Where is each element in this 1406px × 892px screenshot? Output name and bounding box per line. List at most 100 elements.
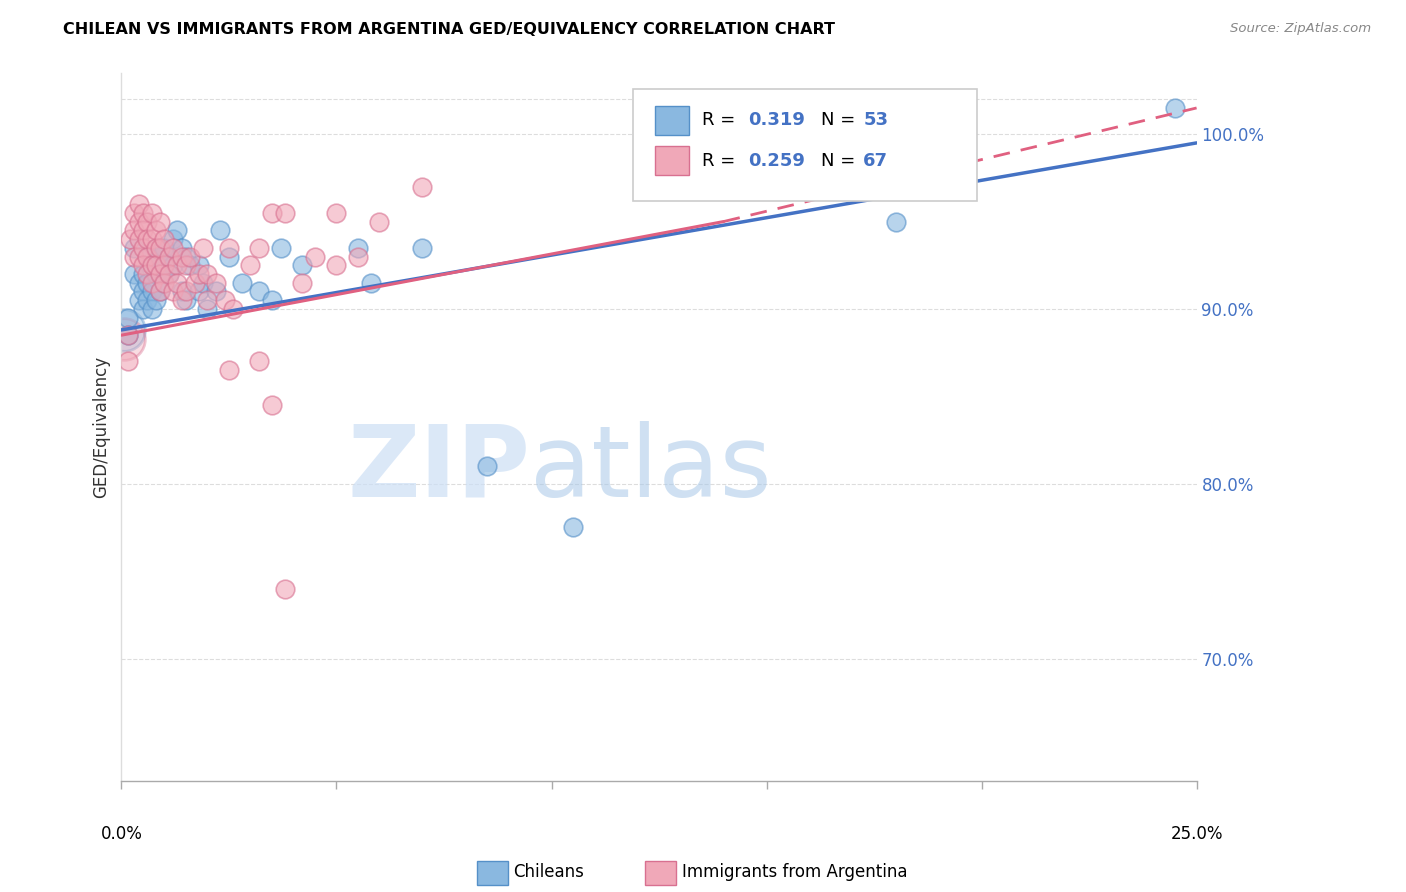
Point xyxy=(112,332,135,346)
Point xyxy=(145,293,167,308)
Point xyxy=(136,267,159,281)
Point xyxy=(214,293,236,308)
Point xyxy=(274,206,297,220)
Point xyxy=(132,258,155,272)
Point xyxy=(112,323,135,337)
Point xyxy=(128,276,150,290)
Point xyxy=(128,293,150,308)
Point xyxy=(347,241,370,255)
Text: 0.259: 0.259 xyxy=(748,152,804,169)
Point xyxy=(411,241,433,255)
Point xyxy=(145,241,167,255)
Point xyxy=(149,285,172,299)
Text: ZIP: ZIP xyxy=(347,421,530,518)
Point xyxy=(149,241,172,255)
Text: N =: N = xyxy=(821,112,860,129)
Point xyxy=(124,267,146,281)
Point xyxy=(209,223,232,237)
Point xyxy=(157,267,180,281)
Point xyxy=(247,241,270,255)
Point xyxy=(141,258,163,272)
Point xyxy=(260,293,283,308)
Point xyxy=(170,285,193,299)
Point xyxy=(191,241,214,255)
Point xyxy=(174,285,197,299)
Point xyxy=(205,285,228,299)
Point xyxy=(247,285,270,299)
Point xyxy=(136,214,159,228)
Point xyxy=(132,206,155,220)
Point xyxy=(157,267,180,281)
Point xyxy=(360,276,382,290)
Point xyxy=(124,206,146,220)
Point xyxy=(149,267,172,281)
Point xyxy=(174,293,197,308)
Point xyxy=(149,285,172,299)
Point xyxy=(117,354,139,368)
Point xyxy=(191,276,214,290)
Point xyxy=(274,582,297,596)
Point xyxy=(145,258,167,272)
Text: 67: 67 xyxy=(863,152,889,169)
Point xyxy=(153,276,176,290)
Point xyxy=(141,276,163,290)
Text: CHILEAN VS IMMIGRANTS FROM ARGENTINA GED/EQUIVALENCY CORRELATION CHART: CHILEAN VS IMMIGRANTS FROM ARGENTINA GED… xyxy=(63,22,835,37)
Point xyxy=(124,250,146,264)
Point xyxy=(368,214,391,228)
Point xyxy=(247,354,270,368)
Point xyxy=(218,250,240,264)
Point xyxy=(128,214,150,228)
Point xyxy=(157,250,180,264)
Text: R =: R = xyxy=(702,152,741,169)
Text: Chileans: Chileans xyxy=(513,863,583,881)
Point xyxy=(183,276,205,290)
Point xyxy=(124,241,146,255)
Point xyxy=(170,241,193,255)
Point xyxy=(187,258,209,272)
Point xyxy=(174,258,197,272)
Point xyxy=(325,206,347,220)
Point xyxy=(179,258,201,272)
Text: 0.0%: 0.0% xyxy=(100,824,142,843)
Point xyxy=(347,250,370,264)
Point xyxy=(153,258,176,272)
Point xyxy=(174,250,197,264)
Text: Source: ZipAtlas.com: Source: ZipAtlas.com xyxy=(1230,22,1371,36)
Point xyxy=(218,241,240,255)
Point xyxy=(136,293,159,308)
Point xyxy=(170,250,193,264)
Point xyxy=(162,232,184,246)
Point xyxy=(132,223,155,237)
Point xyxy=(145,223,167,237)
Point xyxy=(141,206,163,220)
Point xyxy=(117,310,139,325)
Text: R =: R = xyxy=(702,112,741,129)
Point xyxy=(128,250,150,264)
Point xyxy=(141,301,163,316)
Point xyxy=(475,459,498,474)
Point xyxy=(187,267,209,281)
Point xyxy=(124,223,146,237)
Y-axis label: GED/Equivalency: GED/Equivalency xyxy=(93,356,110,498)
Point xyxy=(136,232,159,246)
Point xyxy=(205,276,228,290)
Point xyxy=(1164,101,1187,115)
Point xyxy=(117,328,139,343)
Point xyxy=(132,267,155,281)
Point xyxy=(166,258,188,272)
Point xyxy=(132,241,155,255)
Text: 53: 53 xyxy=(863,112,889,129)
Point xyxy=(562,520,585,534)
Text: 25.0%: 25.0% xyxy=(1170,824,1223,843)
Point xyxy=(304,250,326,264)
Text: 0.319: 0.319 xyxy=(748,112,804,129)
Point xyxy=(141,232,163,246)
Point xyxy=(291,276,314,290)
Point xyxy=(153,258,176,272)
Point xyxy=(153,241,176,255)
Text: atlas: atlas xyxy=(530,421,772,518)
Point xyxy=(197,301,219,316)
Point xyxy=(136,250,159,264)
Point xyxy=(128,197,150,211)
Point xyxy=(132,301,155,316)
